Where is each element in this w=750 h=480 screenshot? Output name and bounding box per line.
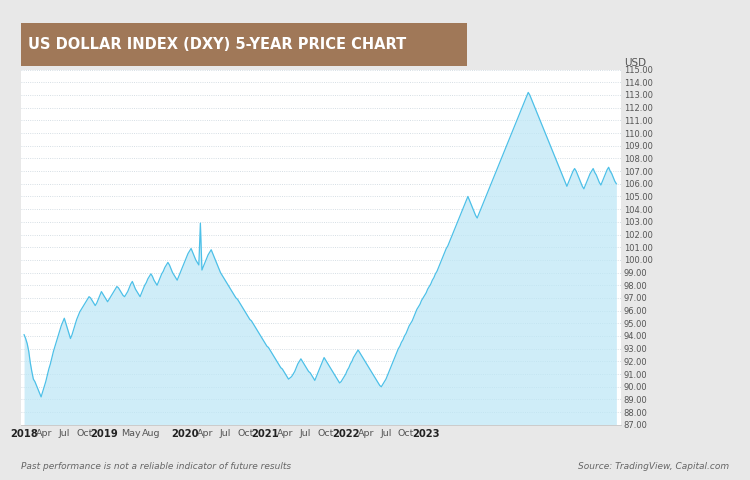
Text: US DOLLAR INDEX (DXY) 5-YEAR PRICE CHART: US DOLLAR INDEX (DXY) 5-YEAR PRICE CHART (28, 37, 406, 52)
Text: Past performance is not a reliable indicator of future results: Past performance is not a reliable indic… (21, 462, 291, 471)
Text: Source: TradingView, Capital.com: Source: TradingView, Capital.com (578, 462, 729, 471)
Text: USD: USD (624, 58, 646, 68)
